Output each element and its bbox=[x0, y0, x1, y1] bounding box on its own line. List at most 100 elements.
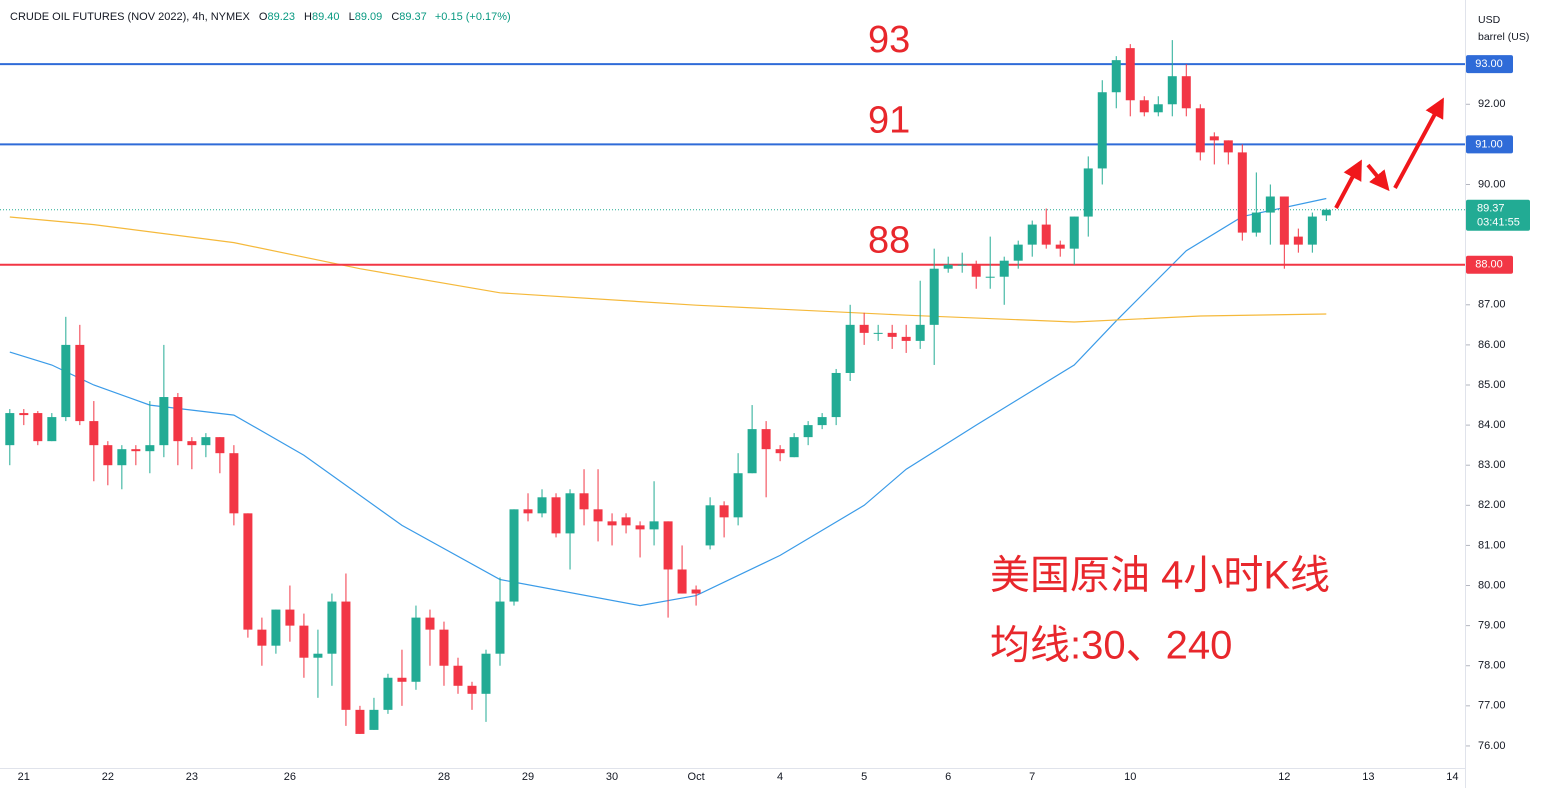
candle-body bbox=[355, 709, 365, 734]
x-tick-label: 28 bbox=[438, 771, 450, 783]
candle-body bbox=[579, 493, 589, 510]
candle-body bbox=[789, 437, 799, 458]
candle-body bbox=[1251, 212, 1261, 233]
candle-body bbox=[1153, 104, 1163, 113]
candle-body bbox=[187, 441, 197, 446]
candle-body bbox=[817, 417, 827, 426]
level-label-box bbox=[1466, 255, 1513, 274]
candle-body bbox=[509, 509, 519, 602]
candle-body bbox=[1069, 216, 1079, 249]
candle-body bbox=[145, 445, 155, 452]
candle-body bbox=[845, 324, 855, 373]
x-tick-label: 4 bbox=[777, 771, 783, 783]
x-tick-label: 22 bbox=[102, 771, 114, 783]
unit-line: barrel (US) bbox=[1478, 31, 1530, 43]
candle-body bbox=[341, 601, 351, 710]
candle-body bbox=[243, 513, 253, 630]
candle-body bbox=[621, 517, 631, 526]
candle-body bbox=[285, 609, 295, 626]
candle-body bbox=[957, 264, 967, 266]
arrow bbox=[1366, 163, 1390, 192]
candle-body bbox=[159, 397, 169, 446]
x-tick-label: 23 bbox=[186, 771, 198, 783]
y-tick-label: 92.00 bbox=[1478, 98, 1506, 110]
candle-body bbox=[383, 677, 393, 710]
x-tick-label: 13 bbox=[1362, 771, 1374, 783]
candle-body bbox=[915, 324, 925, 341]
countdown-label: 03:41:55 bbox=[1477, 217, 1520, 229]
x-tick-label: 10 bbox=[1124, 771, 1136, 783]
candle-body bbox=[873, 332, 883, 334]
candle-body bbox=[103, 445, 113, 466]
candle-body bbox=[299, 625, 309, 658]
candle-body bbox=[523, 509, 533, 514]
candle-body bbox=[257, 629, 267, 646]
candle-body bbox=[173, 397, 183, 442]
candle-body bbox=[1083, 168, 1093, 217]
level-note: 88 bbox=[868, 220, 910, 262]
candle-body bbox=[607, 521, 617, 526]
x-tick-label: 12 bbox=[1278, 771, 1290, 783]
candle-body bbox=[271, 609, 281, 646]
x-tick-label: 5 bbox=[861, 771, 867, 783]
annotation: 美国原油 4小时K线 bbox=[990, 554, 1330, 598]
candle-body bbox=[369, 709, 379, 730]
y-tick-label: 83.00 bbox=[1478, 459, 1506, 471]
candle-body bbox=[229, 453, 239, 514]
candle-body bbox=[1167, 76, 1177, 105]
candle-body bbox=[1111, 60, 1121, 93]
y-tick-label: 80.00 bbox=[1478, 579, 1506, 591]
candle-body bbox=[89, 421, 99, 446]
candle-body bbox=[61, 344, 71, 418]
x-tick-label: 30 bbox=[606, 771, 618, 783]
level-label-box bbox=[1466, 135, 1513, 154]
candle-body bbox=[1013, 244, 1023, 261]
y-tick-label: 77.00 bbox=[1478, 700, 1506, 712]
candle-body bbox=[1321, 209, 1331, 216]
candle-body bbox=[803, 425, 813, 438]
level-label-box bbox=[1466, 55, 1513, 74]
level-label: 93.00 bbox=[1475, 58, 1503, 70]
candle-body bbox=[75, 344, 85, 422]
ohlc-key: C bbox=[391, 11, 400, 23]
candle-body bbox=[1223, 140, 1233, 153]
candle-body bbox=[201, 437, 211, 446]
y-tick-label: 86.00 bbox=[1478, 339, 1506, 351]
level-label: 88.00 bbox=[1475, 259, 1503, 271]
candle-body bbox=[47, 417, 57, 442]
level-note: 93 bbox=[868, 19, 910, 61]
moving-average bbox=[9, 216, 1327, 323]
candle-body bbox=[1181, 76, 1191, 109]
ohlc-key: H bbox=[304, 11, 312, 23]
y-tick-label: 84.00 bbox=[1478, 419, 1506, 431]
candle-body bbox=[1055, 244, 1065, 249]
candle-body bbox=[327, 601, 337, 654]
candle-body bbox=[901, 336, 911, 341]
candle-body bbox=[1195, 108, 1205, 153]
candle-body bbox=[1041, 224, 1051, 245]
x-tick-label: 7 bbox=[1029, 771, 1035, 783]
candle-body bbox=[19, 413, 29, 416]
candle-body bbox=[1237, 152, 1247, 233]
last-price-label: 89.37 bbox=[1477, 203, 1505, 215]
candle-body bbox=[425, 617, 435, 630]
x-tick-label: 6 bbox=[945, 771, 951, 783]
candle-body bbox=[1307, 216, 1317, 245]
candle-body bbox=[1027, 224, 1037, 245]
candle-body bbox=[313, 653, 323, 658]
candle-body bbox=[929, 268, 939, 325]
y-tick-label: 79.00 bbox=[1478, 620, 1506, 632]
candle-body bbox=[705, 505, 715, 546]
x-tick-label: 26 bbox=[284, 771, 296, 783]
candle-body bbox=[943, 264, 953, 269]
unit-label: USD barrel (US) bbox=[1478, 12, 1529, 46]
candle-body bbox=[1097, 92, 1107, 169]
x-tick-label: 29 bbox=[522, 771, 534, 783]
candle-body bbox=[33, 413, 43, 442]
candle-body bbox=[663, 521, 673, 570]
level-note: 91 bbox=[868, 99, 910, 141]
y-tick-label: 90.00 bbox=[1478, 178, 1506, 190]
arrow bbox=[1393, 97, 1444, 189]
ohlc-value: 89.23 bbox=[267, 11, 295, 23]
